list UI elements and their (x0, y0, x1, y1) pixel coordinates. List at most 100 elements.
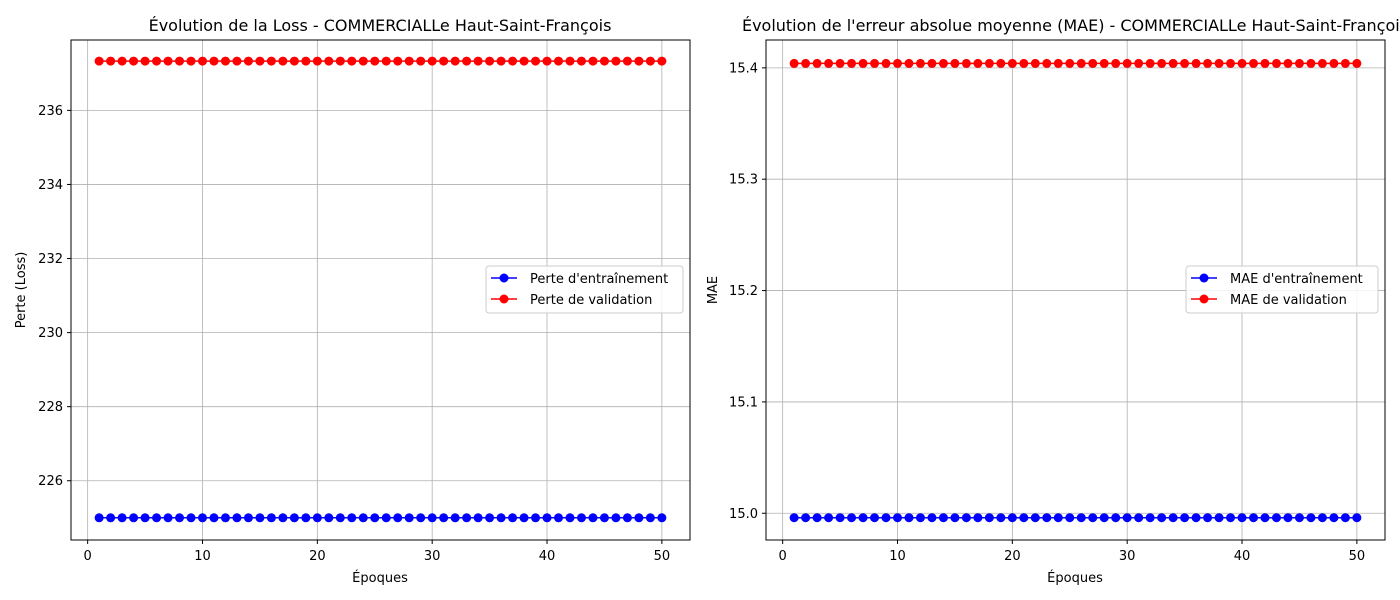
mae-legend-val-marker (1199, 294, 1209, 304)
loss-data-point (140, 56, 150, 66)
mae-data-point (801, 58, 811, 68)
mae-data-point (927, 58, 937, 68)
loss-data-point (645, 513, 655, 523)
mae-data-point (1191, 513, 1201, 523)
loss-data-point (542, 513, 552, 523)
mae-data-point (1076, 513, 1086, 523)
loss-data-point (393, 56, 403, 66)
loss-data-point (175, 56, 185, 66)
loss-data-point (243, 513, 253, 523)
loss-data-point (106, 513, 116, 523)
mae-data-point (1283, 58, 1293, 68)
loss-axes-frame (70, 39, 691, 541)
mae-data-point (1283, 513, 1293, 523)
loss-data-point (439, 513, 449, 523)
loss-data-point (519, 56, 529, 66)
loss-data-point (542, 56, 552, 66)
mae-x-tick-label: 30 (1119, 549, 1136, 564)
loss-data-point (404, 513, 414, 523)
mae-data-point (984, 58, 994, 68)
mae-data-point (973, 513, 983, 523)
loss-legend-val-marker (499, 294, 509, 304)
loss-data-point (186, 513, 196, 523)
loss-data-point (634, 56, 644, 66)
mae-data-point (1214, 513, 1224, 523)
loss-data-point (117, 513, 127, 523)
loss-data-point (565, 56, 575, 66)
mae-data-point (1180, 513, 1190, 523)
loss-chart-title: Évolution de la Loss - COMMERCIALLe Haut… (149, 16, 612, 35)
loss-data-point (565, 513, 575, 523)
loss-data-point (622, 513, 632, 523)
mae-data-point (1007, 58, 1017, 68)
loss-data-point (381, 513, 391, 523)
loss-y-axis-label: Perte (Loss) (14, 252, 29, 329)
mae-data-point (950, 58, 960, 68)
mae-data-point (938, 513, 948, 523)
loss-data-point (485, 56, 495, 66)
mae-data-point (789, 513, 799, 523)
loss-data-point (599, 56, 609, 66)
loss-y-tick-label: 234 (38, 178, 63, 193)
loss-legend: Perte d'entraînement Perte de validation (485, 265, 684, 314)
loss-legend-val-label: Perte de validation (530, 293, 652, 308)
loss-data-point (347, 56, 357, 66)
loss-data-point (255, 56, 265, 66)
loss-data-point (462, 513, 472, 523)
mae-y-axis-label: MAE (706, 276, 721, 304)
mae-data-point (1271, 513, 1281, 523)
mae-data-point (1203, 513, 1213, 523)
loss-data-point (209, 56, 219, 66)
mae-data-point (1271, 58, 1281, 68)
loss-data-point (278, 513, 288, 523)
mae-data-point (1260, 58, 1270, 68)
mae-legend-val-label: MAE de validation (1230, 293, 1347, 308)
mae-data-point (1042, 513, 1052, 523)
loss-data-point (473, 56, 483, 66)
mae-x-tick-label: 0 (779, 549, 787, 564)
loss-data-point (232, 56, 242, 66)
mae-data-point (996, 513, 1006, 523)
loss-data-point (140, 513, 150, 523)
loss-data-point (554, 513, 564, 523)
mae-data-point (1260, 513, 1270, 523)
mae-data-point (1249, 58, 1259, 68)
loss-data-point (393, 513, 403, 523)
loss-data-point (599, 513, 609, 523)
mae-data-point (1226, 58, 1236, 68)
mae-data-point (858, 513, 868, 523)
loss-data-point (266, 513, 276, 523)
mae-legend-box (1185, 265, 1379, 314)
loss-data-point (554, 56, 564, 66)
mae-data-point (1340, 513, 1350, 523)
mae-data-point (1111, 513, 1121, 523)
loss-data-point (496, 56, 506, 66)
mae-data-point (789, 58, 799, 68)
loss-y-tick-label: 226 (38, 474, 63, 489)
loss-data-point (129, 56, 139, 66)
loss-data-point (117, 56, 127, 66)
loss-data-point (588, 56, 598, 66)
mae-data-point (984, 513, 994, 523)
loss-data-point (197, 56, 207, 66)
loss-data-point (220, 513, 230, 523)
mae-data-point (1065, 513, 1075, 523)
loss-data-point (301, 56, 311, 66)
loss-data-point (576, 513, 586, 523)
loss-y-tick-label: 232 (38, 252, 63, 267)
mae-chart: Évolution de l'erreur absolue moyenne (M… (706, 16, 1400, 586)
mae-data-point (1352, 58, 1362, 68)
mae-data-point (1030, 58, 1040, 68)
loss-data-point (335, 513, 345, 523)
mae-x-tick-label: 10 (889, 549, 906, 564)
mae-data-point (915, 58, 925, 68)
loss-data-point (312, 513, 322, 523)
mae-data-point (1203, 58, 1213, 68)
loss-data-point (519, 513, 529, 523)
loss-data-point (416, 513, 426, 523)
loss-x-tick-label: 10 (194, 549, 211, 564)
mae-data-point (835, 58, 845, 68)
loss-data-point (611, 513, 621, 523)
loss-data-point (163, 513, 173, 523)
